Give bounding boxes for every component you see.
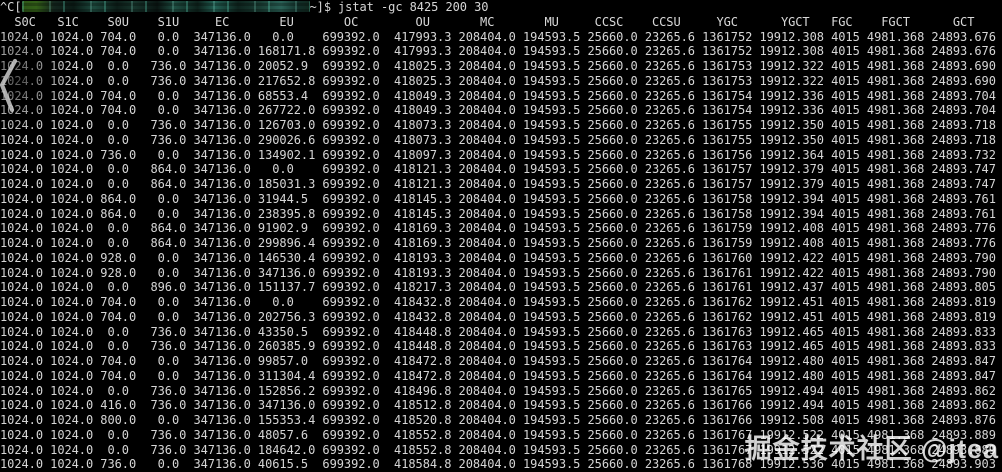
table-row: 1024.0 1024.0 0.0 864.0 347136.0 0.0 699…: [0, 162, 996, 177]
table-row: 1024.0 1024.0 864.0 0.0 347136.0 238395.…: [0, 206, 996, 221]
table-row: 1024.0 1024.0 0.0 736.0 347136.0 43350.5…: [0, 324, 996, 339]
column-header-row: S0C S1C S0U S1U EC EU OC OU MC MU CCSC C…: [0, 14, 996, 29]
table-row: 1024.0 1024.0 0.0 736.0 347136.0 217652.…: [0, 73, 996, 88]
table-row: 1024.0 1024.0 928.0 0.0 347136.0 146530.…: [0, 250, 996, 265]
redacted-host-block: [21, 1, 310, 12]
chevron-left-icon[interactable]: [0, 57, 20, 115]
table-row: 1024.0 1024.0 704.0 0.0 347136.0 0.0 699…: [0, 295, 996, 309]
table-row: 1024.0 1024.0 704.0 0.0 347136.0 68553.4…: [0, 88, 996, 103]
prompt-prefix: ^C[: [0, 0, 22, 14]
table-row: 1024.0 1024.0 704.0 0.0 347136.0 0.0 699…: [0, 29, 996, 44]
table-row: 1024.0 1024.0 0.0 896.0 347136.0 151137.…: [0, 280, 996, 295]
prompt-line: ^C[ ~]$ jstat -gc 8425 200 30: [0, 0, 1002, 15]
table-row: 1024.0 1024.0 864.0 0.0 347136.0 31944.5…: [0, 191, 996, 206]
table-row: 1024.0 1024.0 0.0 736.0 347136.0 152856.…: [0, 383, 996, 398]
table-row: 1024.0 1024.0 736.0 0.0 347136.0 40615.5…: [0, 457, 996, 472]
table-row: 1024.0 1024.0 0.0 736.0 347136.0 126703.…: [0, 118, 996, 132]
table-row: 1024.0 1024.0 704.0 0.0 347136.0 168171.…: [0, 44, 996, 59]
table-row: 1024.0 1024.0 0.0 864.0 347136.0 185031.…: [0, 177, 996, 191]
table-row: 1024.0 1024.0 704.0 0.0 347136.0 267722.…: [0, 103, 996, 118]
command-text: jstat -gc 8425 200 30: [338, 0, 489, 14]
table-row: 1024.0 1024.0 704.0 0.0 347136.0 202756.…: [0, 309, 996, 324]
table-row: 1024.0 1024.0 704.0 0.0 347136.0 311304.…: [0, 368, 996, 383]
prompt-suffix: ~]$: [309, 0, 332, 14]
table-row: 1024.0 1024.0 800.0 0.0 347136.0 155353.…: [0, 413, 996, 427]
table-row: 1024.0 1024.0 0.0 864.0 347136.0 91902.9…: [0, 221, 996, 236]
table-row: 1024.0 1024.0 736.0 0.0 347136.0 134902.…: [0, 147, 996, 162]
output-rows: 1024.0 1024.0 704.0 0.0 347136.0 0.0 699…: [0, 30, 1002, 472]
table-row: 1024.0 1024.0 0.0 864.0 347136.0 299896.…: [0, 236, 996, 250]
table-row: 1024.0 1024.0 416.0 736.0 347136.0 34713…: [0, 398, 996, 413]
table-row: 1024.0 1024.0 0.0 736.0 347136.0 290026.…: [0, 132, 996, 147]
table-row: 1024.0 1024.0 0.0 736.0 347136.0 48057.6…: [0, 427, 996, 442]
table-row: 1024.0 1024.0 0.0 736.0 347136.0 260385.…: [0, 339, 996, 354]
table-row: 1024.0 1024.0 704.0 0.0 347136.0 99857.0…: [0, 354, 996, 368]
table-row: 1024.0 1024.0 0.0 736.0 347136.0 184642.…: [0, 442, 996, 457]
table-row: 1024.0 1024.0 0.0 736.0 347136.0 20052.9…: [0, 59, 996, 73]
table-row: 1024.0 1024.0 928.0 0.0 347136.0 347136.…: [0, 265, 996, 280]
